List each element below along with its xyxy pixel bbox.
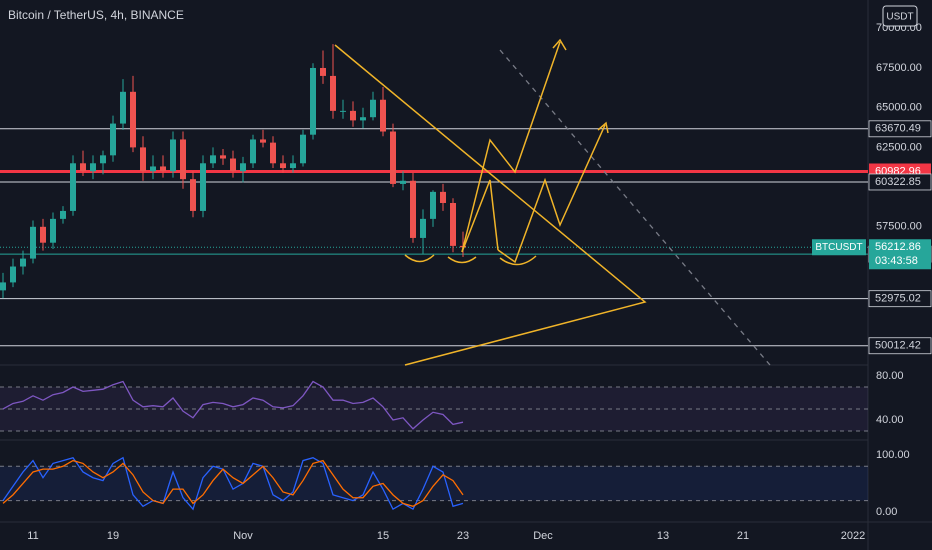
level-badge [868,173,932,191]
arrow-head [597,121,609,134]
candle-body [0,282,6,291]
arrow-path [461,41,561,253]
indicator-line [2,459,464,507]
bottom-curve [447,256,477,264]
y-tick-label: 67500.00 [876,62,922,74]
triangle [334,44,647,366]
candle-body [70,163,76,211]
candle-body [250,139,256,164]
currency-badge[interactable] [882,5,918,27]
last-price-label: 56212.86 [875,241,921,253]
candle-body [360,117,366,121]
drawings [334,38,771,366]
y-tick-label: 65000.00 [876,102,922,114]
candle-body [410,180,416,238]
y-tick-label: 100.00 [876,449,910,461]
candle-body [310,67,316,135]
bottom-curve [404,254,435,263]
candle-body [120,91,126,124]
y-tick-label: 80.00 [876,370,904,382]
level-badge [868,337,932,355]
candle-body [420,218,426,238]
candle-body [150,166,156,172]
candle-body [50,218,56,243]
candle-body [260,139,266,143]
candle-body [10,266,16,283]
band [0,466,868,501]
candle-body [60,210,66,219]
candle-body [340,110,346,112]
candle-body [90,163,96,172]
last-price-badge [869,239,931,270]
candle-body [230,158,236,172]
y-tick-label: 40.00 [876,414,904,426]
currency: USDT [886,12,913,23]
indicator-line [2,456,464,511]
x-tick-label: Dec [533,530,553,542]
candle-body [170,139,176,172]
candles [0,44,868,347]
x-tick-label: 13 [657,530,669,542]
y-tick-label: 62500.00 [876,141,922,153]
candle-body [430,191,436,219]
candle-body [290,163,296,169]
indicator-line [2,380,464,430]
candle-body [30,226,36,259]
x-tick-label: 11 [27,530,38,542]
arrow-path [497,124,606,264]
x-tick-label: Nov [233,530,253,542]
level-label: 50012.42 [875,340,921,352]
candle-body [110,123,116,156]
candle-body [270,142,276,164]
level-label: 63670.49 [875,123,921,135]
candle-body [330,75,336,111]
level-badge [868,120,932,138]
x-tick-label: 21 [737,530,749,542]
x-tick-label: 15 [377,530,389,542]
y-tick-label: 57500.00 [876,221,922,233]
pattern [461,179,499,253]
candle-body [210,155,216,164]
candle-body [20,258,26,267]
candle-body [190,179,196,211]
candle-body [80,163,86,172]
candle-body [160,166,166,172]
candle-body [180,139,186,180]
candle-body [100,155,106,164]
countdown: 03:43:58 [875,255,918,267]
x-tick-label: 2022 [841,530,865,542]
candle-body [40,226,46,243]
candle-body [450,202,456,246]
candle-body [440,191,446,203]
candle-body [390,131,396,184]
level-badge [868,290,932,308]
candle-body [200,163,206,211]
candle-body [140,147,146,172]
bottom-curve [499,255,537,266]
candle-body [370,99,376,118]
candle-body [380,99,386,132]
symbol-badge [812,239,866,256]
candle-body [400,180,406,184]
candle-body [350,110,356,121]
symbol-label: BTCUSDT [815,242,862,253]
x-tick-label: 19 [107,530,119,542]
candle-body [240,163,246,172]
level-label: 52975.02 [875,293,921,305]
candle-body [220,155,226,159]
level-label: 60322.85 [875,176,921,188]
y-tick-label: 0.00 [876,506,897,518]
candle-body [300,134,306,164]
chart-title: Bitcoin / TetherUS, 4h, BINANCE [8,8,184,22]
candle-body [130,91,136,148]
candle-body [280,163,286,169]
candle-body [320,67,326,76]
arrow-head [552,38,567,51]
x-tick-label: 23 [457,530,469,542]
